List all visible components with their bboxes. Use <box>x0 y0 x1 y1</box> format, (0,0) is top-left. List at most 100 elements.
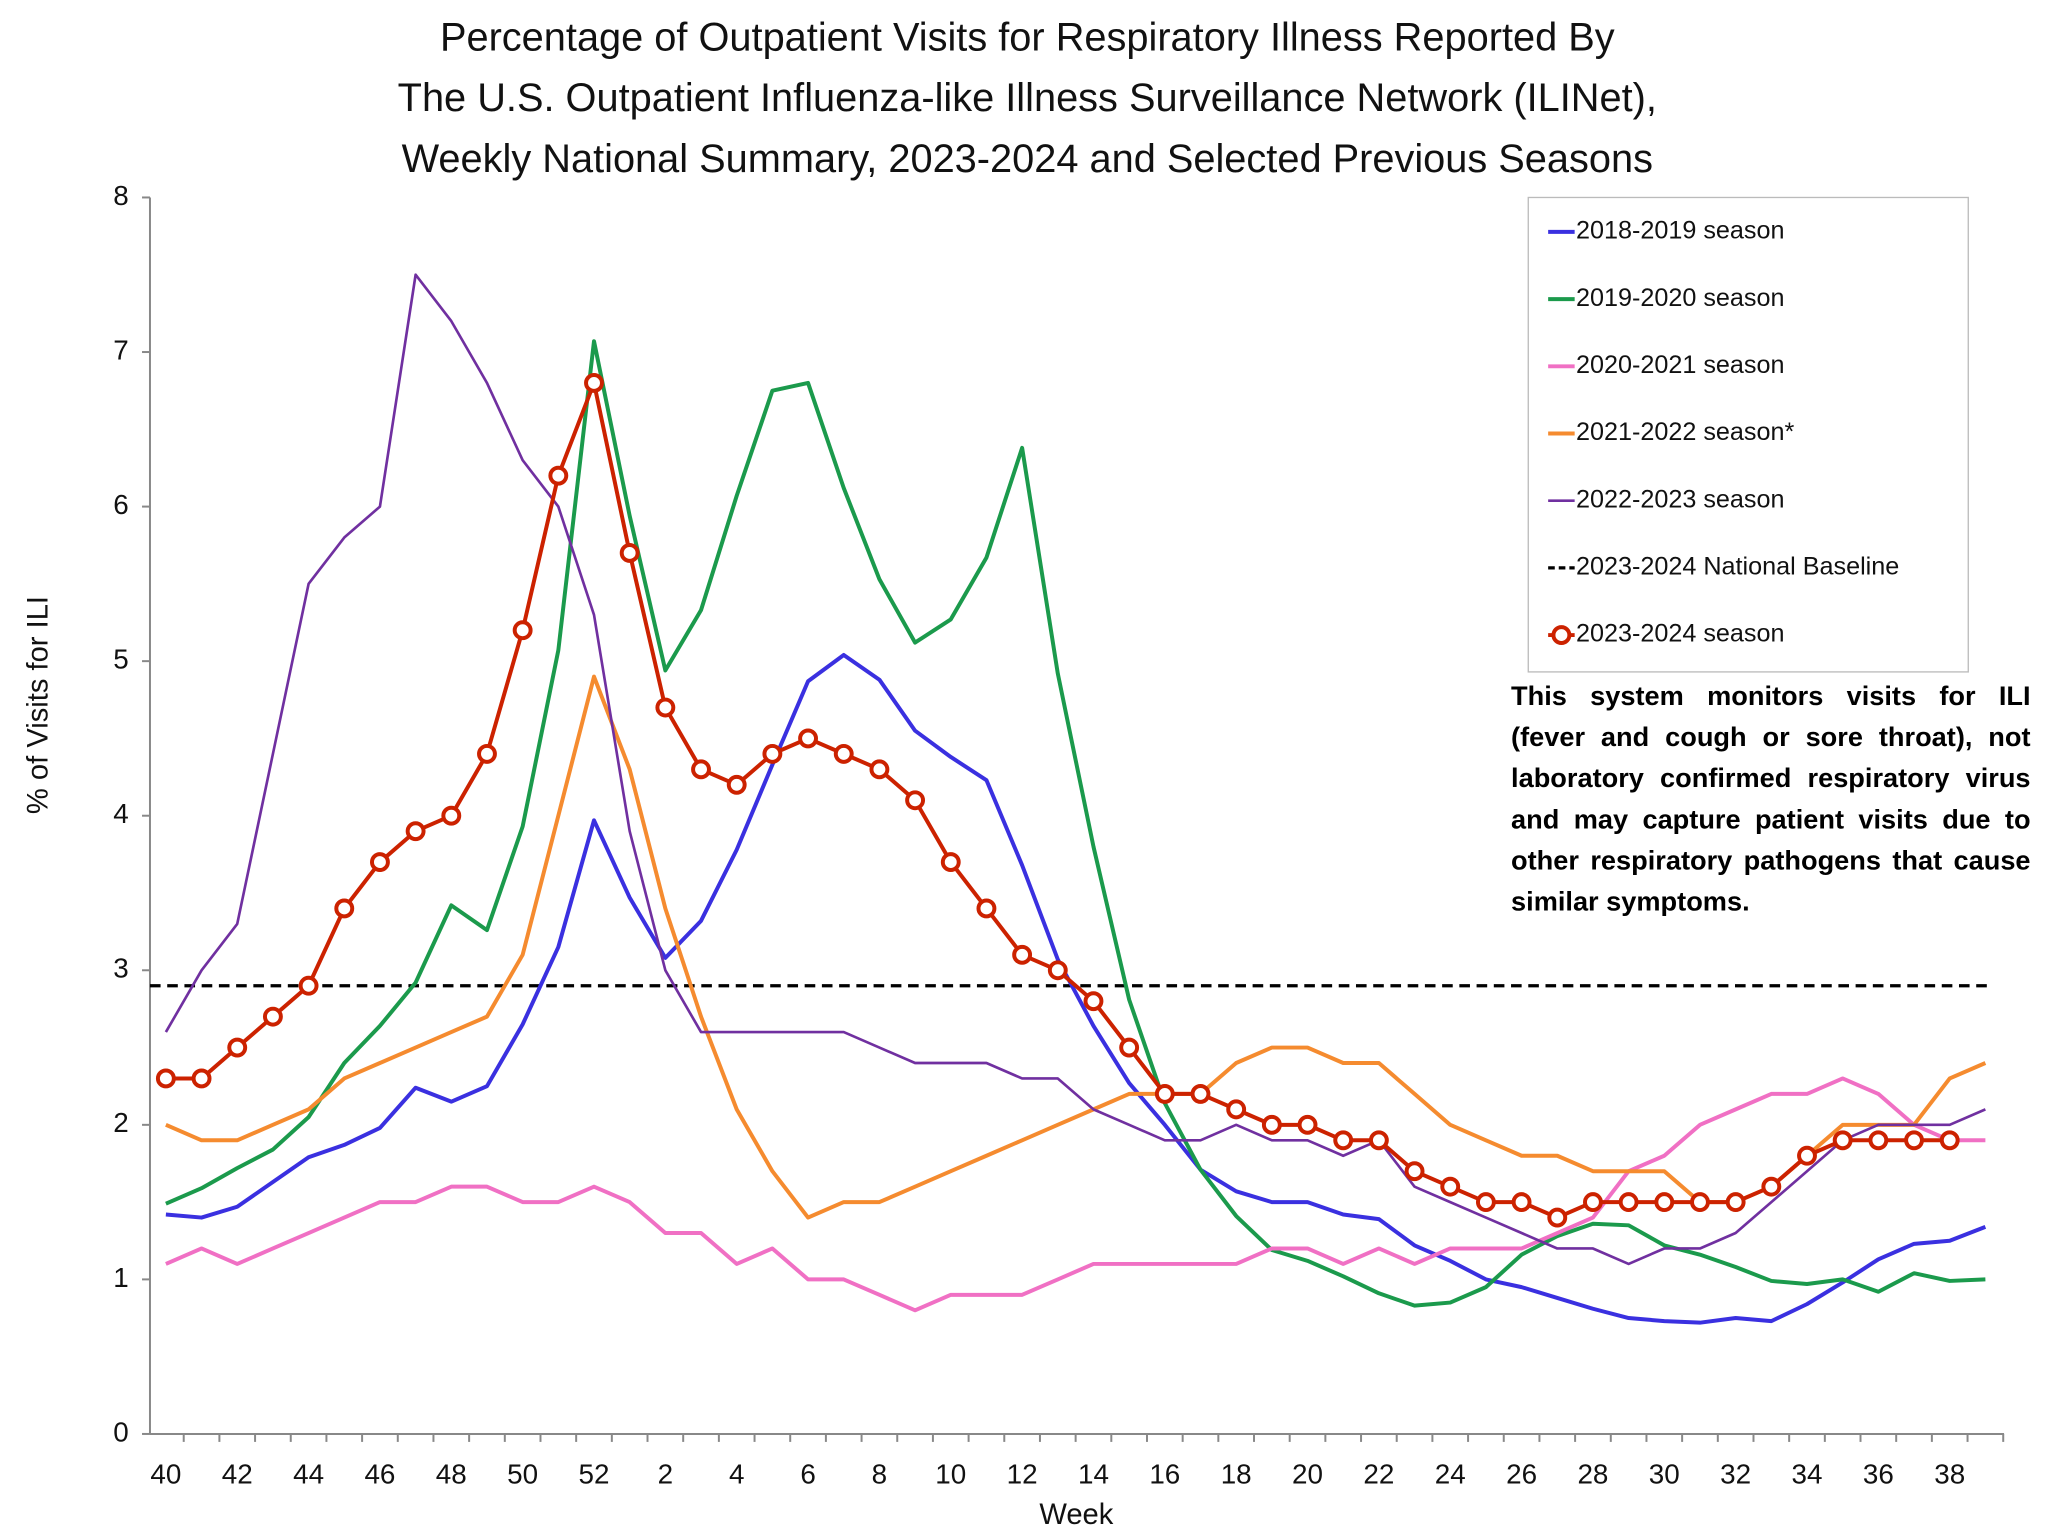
data-point <box>262 1006 283 1027</box>
data-point <box>798 728 818 749</box>
data-point <box>905 790 926 811</box>
chart-title: Percentage of Outpatient Visits for Resp… <box>440 15 1615 59</box>
data-point <box>1654 1192 1675 1213</box>
data-point <box>1440 1176 1461 1197</box>
legend-label: 2019-2020 season <box>1576 284 1785 312</box>
x-tick-label: 4 <box>729 1459 744 1490</box>
annotation: This system monitors visits for ILI (fev… <box>1511 681 2031 918</box>
data-point <box>405 821 426 842</box>
data-point <box>1047 960 1068 981</box>
y-tick-label: 3 <box>113 953 128 984</box>
x-tick-label: 18 <box>1221 1459 1252 1490</box>
y-axis-title: % of Visits for ILI <box>23 596 55 814</box>
y-tick-label: 1 <box>113 1262 128 1293</box>
data-point <box>512 620 533 641</box>
data-point <box>619 543 640 563</box>
data-point <box>1404 1161 1425 1182</box>
annotation-box: This system monitors visits for ILI (fev… <box>1511 681 2031 918</box>
data-point <box>1333 1130 1354 1151</box>
y-tick-label: 4 <box>113 798 128 829</box>
legend-marker <box>1551 625 1572 646</box>
data-point <box>1226 1099 1247 1120</box>
data-point <box>833 743 854 764</box>
y-tick-label: 8 <box>113 180 128 211</box>
data-point <box>1119 1037 1140 1058</box>
data-point <box>584 373 604 393</box>
data-point <box>227 1037 248 1058</box>
data-point <box>548 465 569 486</box>
legend-label: 2022-2023 season <box>1576 485 1785 513</box>
x-axis-title: Week <box>1039 1499 1113 1531</box>
x-tick-label: 20 <box>1292 1459 1323 1490</box>
x-tick-label: 22 <box>1363 1459 1394 1490</box>
data-point <box>1583 1192 1603 1213</box>
y-tick-label: 0 <box>113 1416 128 1447</box>
data-point <box>1154 1083 1175 1104</box>
x-tick-label: 42 <box>222 1459 253 1490</box>
data-point <box>1690 1192 1710 1213</box>
y-tick-label: 7 <box>113 334 128 365</box>
y-tick-label: 5 <box>113 644 128 675</box>
data-point <box>477 743 497 764</box>
x-tick-label: 34 <box>1792 1459 1823 1490</box>
data-point <box>298 975 319 996</box>
x-tick-label: 40 <box>150 1459 181 1490</box>
x-tick-label: 48 <box>436 1459 467 1490</box>
data-point <box>976 898 997 919</box>
x-tick-label: 14 <box>1078 1459 1109 1490</box>
x-tick-label: 28 <box>1577 1459 1608 1490</box>
data-point <box>726 774 747 795</box>
x-tick-label: 6 <box>800 1459 815 1490</box>
legend-label: 2021-2022 season* <box>1576 418 1795 446</box>
x-tick-label: 30 <box>1649 1459 1680 1490</box>
data-point <box>1904 1130 1924 1151</box>
x-tick-label: 8 <box>872 1459 887 1490</box>
data-point <box>370 852 390 873</box>
chart-title: Weekly National Summary, 2023-2024 and S… <box>402 137 1653 181</box>
series-line <box>165 674 1987 1220</box>
data-point <box>1761 1176 1782 1197</box>
data-point <box>1368 1130 1389 1151</box>
data-point <box>1261 1114 1282 1135</box>
data-point <box>691 759 711 780</box>
data-point <box>869 759 890 780</box>
series-line <box>165 1076 1986 1313</box>
x-tick-label: 10 <box>935 1459 966 1490</box>
data-point <box>1297 1114 1318 1135</box>
data-point <box>191 1068 212 1089</box>
data-point <box>1618 1192 1639 1213</box>
legend-label: 2023-2024 season <box>1576 620 1785 648</box>
x-tick-label: 52 <box>579 1459 610 1490</box>
series-line <box>165 339 1986 1308</box>
data-point <box>1511 1192 1532 1213</box>
y-tick-label: 2 <box>113 1107 128 1138</box>
data-point <box>655 697 676 718</box>
x-tick-label: 2 <box>658 1459 673 1490</box>
x-tick-label: 38 <box>1934 1459 1965 1490</box>
data-point <box>1868 1130 1889 1151</box>
x-tick-label: 16 <box>1149 1459 1180 1490</box>
x-tick-label: 46 <box>364 1459 395 1490</box>
data-point <box>155 1068 176 1089</box>
data-point <box>441 805 462 826</box>
series-line <box>165 652 1987 1325</box>
data-point <box>1012 944 1033 965</box>
x-tick-label: 12 <box>1007 1459 1038 1490</box>
legend-label: 2020-2021 season <box>1576 351 1785 379</box>
x-tick-label: 50 <box>507 1459 538 1490</box>
data-point <box>762 743 783 764</box>
data-point <box>1725 1192 1746 1213</box>
data-point <box>1939 1130 1960 1151</box>
legend-box <box>1527 196 1969 673</box>
x-tick-label: 24 <box>1435 1459 1466 1490</box>
x-tick-label: 36 <box>1863 1459 1894 1490</box>
y-tick-label: 6 <box>113 489 128 520</box>
x-tick-label: 26 <box>1506 1459 1537 1490</box>
data-point <box>1475 1192 1496 1213</box>
legend-label: 2018-2019 season <box>1576 217 1785 245</box>
x-tick-label: 44 <box>293 1459 324 1490</box>
chart-title: The U.S. Outpatient Influenza-like Illne… <box>398 76 1657 120</box>
data-point <box>1190 1083 1211 1104</box>
data-point <box>1083 991 1104 1012</box>
